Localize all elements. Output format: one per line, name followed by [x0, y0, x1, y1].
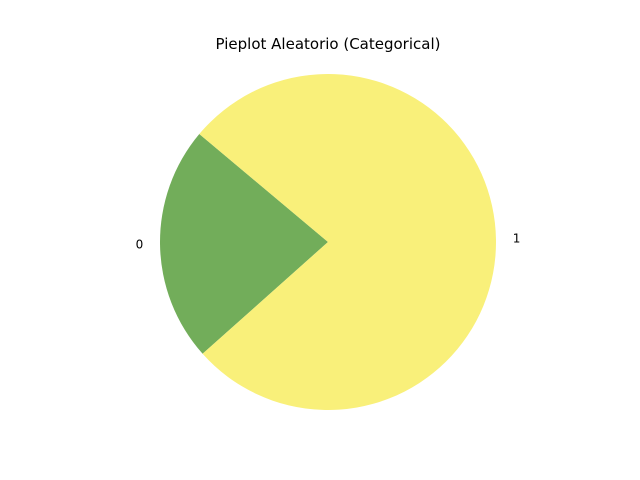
pie-slice-1: [199, 74, 497, 411]
pie-label-0: 0: [136, 237, 144, 251]
pie-label-1: 1: [513, 232, 521, 246]
pie-slices: [159, 74, 497, 411]
chart-title: Pieplot Aleatorio (Categorical): [216, 35, 441, 53]
pie-slice-0: [159, 134, 328, 354]
